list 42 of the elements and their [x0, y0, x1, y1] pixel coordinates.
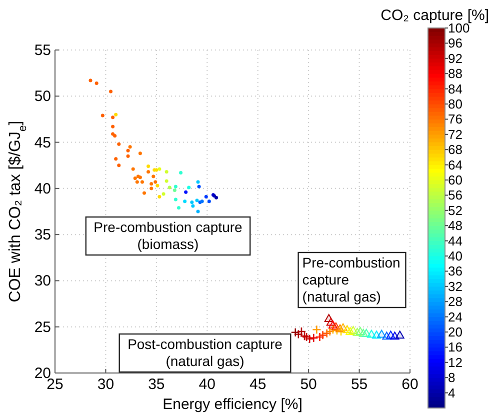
color-bar-label: 4	[448, 385, 456, 400]
x-axis-title: Energy efficiency [%]	[162, 396, 302, 413]
color-bar-label: 44	[448, 233, 462, 248]
color-bar-label: 52	[448, 202, 462, 218]
color-bar-label: 96	[448, 36, 462, 51]
color-bar-label: 88	[448, 66, 462, 82]
annotation: Post-combustion capture (natural gas)	[128, 336, 283, 369]
color-bar-label: 48	[448, 218, 462, 234]
color-bar-label: 92	[448, 50, 462, 66]
color-bar-label: 28	[448, 294, 462, 310]
annotation: Pre-combustion capture (natural gas)	[302, 254, 400, 304]
color-bar-label: 24	[448, 309, 462, 324]
color-bar-label: 84	[448, 81, 462, 96]
y-tick-label: 40	[34, 180, 51, 198]
color-bar-label: 80	[448, 96, 462, 112]
color-bar-label: 32	[448, 278, 462, 294]
color-bar-label: 64	[448, 157, 462, 172]
color-bar-label: 40	[448, 248, 462, 264]
y-tick-label: 50	[34, 88, 51, 106]
y-tick-label: 55	[34, 42, 51, 59]
x-tick-label: 45	[250, 376, 266, 393]
color-bar-label: 36	[448, 264, 462, 279]
y-tick-label: 30	[34, 272, 51, 290]
annotation: Pre-combustion capture (biomass)	[94, 219, 243, 252]
x-tick-label: 30	[97, 376, 114, 393]
color-bar-label: 76	[448, 112, 462, 127]
x-tick-label: 50	[300, 376, 317, 393]
x-tick-label: 60	[402, 376, 418, 393]
x-tick-label: 55	[350, 376, 368, 393]
y-tick-label: 25	[34, 318, 51, 336]
color-bar-label: 20	[448, 324, 462, 340]
x-tick-label: 40	[198, 376, 216, 393]
color-bar-label: 16	[448, 340, 462, 355]
y-tick-label: 45	[34, 134, 51, 152]
color-bar-label: 68	[448, 142, 462, 158]
x-tick-label: 35	[148, 376, 165, 393]
color-bar-label: 72	[448, 126, 462, 142]
y-tick-label: 35	[34, 226, 51, 244]
color-bar-label: 56	[448, 188, 462, 203]
color-bar-label: 8	[448, 370, 456, 386]
color-bar-label: 60	[448, 172, 462, 188]
color-bar-label: 12	[448, 354, 462, 370]
